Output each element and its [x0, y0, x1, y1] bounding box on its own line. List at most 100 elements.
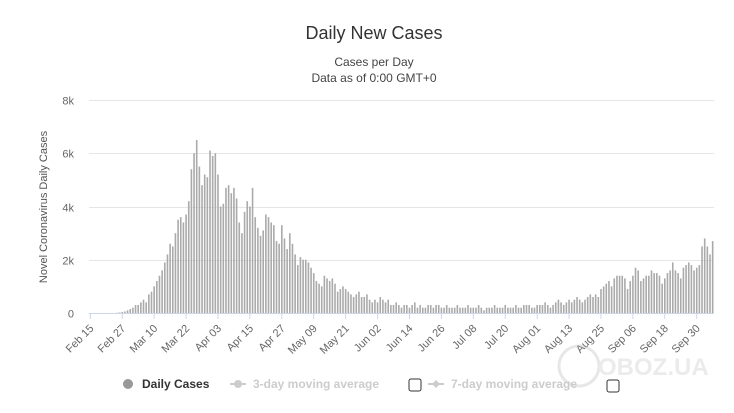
bar-daily-cases[interactable]: [254, 217, 257, 313]
bar-daily-cases[interactable]: [307, 262, 310, 313]
bar-daily-cases[interactable]: [326, 278, 328, 313]
bar-daily-cases[interactable]: [227, 185, 230, 313]
bar-daily-cases[interactable]: [395, 302, 397, 313]
bar-daily-cases[interactable]: [488, 307, 491, 313]
bar-daily-cases[interactable]: [153, 286, 155, 314]
bar-daily-cases[interactable]: [528, 305, 530, 313]
bar-daily-cases[interactable]: [594, 294, 597, 313]
bar-daily-cases[interactable]: [504, 305, 507, 313]
bar-daily-cases[interactable]: [225, 187, 227, 313]
bar-daily-cases[interactable]: [698, 265, 701, 313]
bar-daily-cases[interactable]: [286, 249, 288, 313]
bar-daily-cases[interactable]: [174, 233, 177, 314]
bar-daily-cases[interactable]: [281, 225, 283, 313]
bar-daily-cases[interactable]: [624, 278, 626, 313]
bar-daily-cases[interactable]: [283, 238, 286, 313]
bar-daily-cases[interactable]: [632, 275, 634, 313]
bar-daily-cases[interactable]: [669, 270, 671, 313]
bar-daily-cases[interactable]: [350, 294, 352, 313]
bar-daily-cases[interactable]: [520, 307, 522, 313]
bar-daily-cases[interactable]: [664, 278, 666, 313]
bar-daily-cases[interactable]: [302, 259, 304, 313]
bar-daily-cases[interactable]: [273, 225, 275, 313]
bar-daily-cases[interactable]: [251, 187, 254, 313]
bar-daily-cases[interactable]: [552, 305, 554, 313]
bar-daily-cases[interactable]: [467, 305, 469, 313]
bar-daily-cases[interactable]: [589, 294, 592, 313]
bar-daily-cases[interactable]: [219, 206, 222, 314]
bar-daily-cases[interactable]: [148, 294, 150, 313]
checkbox-3-day-average[interactable]: [408, 378, 422, 392]
bar-daily-cases[interactable]: [515, 305, 517, 313]
bar-daily-cases[interactable]: [621, 275, 624, 313]
bar-daily-cases[interactable]: [390, 305, 392, 313]
bar-daily-cases[interactable]: [355, 294, 358, 313]
bar-daily-cases[interactable]: [648, 275, 650, 313]
bar-daily-cases[interactable]: [161, 270, 163, 313]
bar-daily-cases[interactable]: [185, 214, 187, 313]
bar-daily-cases[interactable]: [171, 246, 174, 313]
bar-daily-cases[interactable]: [584, 299, 586, 313]
bar-daily-cases[interactable]: [546, 305, 549, 313]
bar-daily-cases[interactable]: [618, 275, 621, 313]
bar-daily-cases[interactable]: [512, 307, 514, 313]
bar-daily-cases[interactable]: [475, 307, 477, 313]
bar-daily-cases[interactable]: [158, 275, 161, 313]
bar-daily-cases[interactable]: [427, 305, 429, 313]
bar-daily-cases[interactable]: [211, 155, 214, 313]
bar-daily-cases[interactable]: [424, 307, 427, 313]
bar-daily-cases[interactable]: [392, 305, 395, 313]
bar-daily-cases[interactable]: [682, 267, 685, 313]
bar-daily-cases[interactable]: [360, 297, 363, 313]
bar-daily-cases[interactable]: [501, 307, 504, 313]
bar-daily-cases[interactable]: [339, 289, 342, 313]
bar-daily-cases[interactable]: [318, 283, 320, 313]
bar-daily-cases[interactable]: [435, 305, 437, 313]
bar-daily-cases[interactable]: [701, 246, 703, 313]
bar-daily-cases[interactable]: [602, 286, 605, 314]
bar-daily-cases[interactable]: [703, 238, 706, 313]
legend-item-3-day-average[interactable]: 3-day moving average: [230, 377, 379, 391]
bar-daily-cases[interactable]: [323, 275, 326, 313]
bar-daily-cases[interactable]: [291, 243, 294, 313]
bar-daily-cases[interactable]: [679, 278, 682, 313]
bar-daily-cases[interactable]: [661, 283, 663, 313]
bar-daily-cases[interactable]: [706, 246, 709, 313]
bar-daily-cases[interactable]: [195, 139, 198, 313]
bar-daily-cases[interactable]: [344, 289, 347, 313]
bar-daily-cases[interactable]: [275, 241, 278, 313]
bar-daily-cases[interactable]: [507, 307, 509, 313]
bar-daily-cases[interactable]: [671, 262, 674, 313]
bar-daily-cases[interactable]: [429, 305, 432, 313]
bar-daily-cases[interactable]: [517, 307, 520, 313]
bar-daily-cases[interactable]: [544, 302, 546, 313]
bar-daily-cases[interactable]: [408, 307, 411, 313]
bar-daily-cases[interactable]: [656, 273, 658, 313]
bar-daily-cases[interactable]: [693, 270, 695, 313]
bar-daily-cases[interactable]: [190, 169, 193, 313]
bar-daily-cases[interactable]: [118, 312, 121, 313]
bar-daily-cases[interactable]: [565, 302, 568, 313]
bar-daily-cases[interactable]: [568, 299, 570, 313]
bar-daily-cases[interactable]: [453, 307, 456, 313]
bar-daily-cases[interactable]: [132, 307, 134, 313]
bar-daily-cases[interactable]: [257, 227, 259, 313]
bar-daily-cases[interactable]: [243, 211, 246, 313]
bar-daily-cases[interactable]: [554, 302, 557, 313]
bar-daily-cases[interactable]: [509, 307, 512, 313]
bar-daily-cases[interactable]: [485, 307, 488, 313]
bar-daily-cases[interactable]: [379, 297, 382, 313]
bar-daily-cases[interactable]: [387, 299, 389, 313]
bar-daily-cases[interactable]: [134, 305, 137, 313]
bar-daily-cases[interactable]: [573, 299, 576, 313]
bar-daily-cases[interactable]: [235, 198, 238, 313]
bar-daily-cases[interactable]: [562, 305, 565, 313]
bar-daily-cases[interactable]: [156, 281, 158, 313]
bar-daily-cases[interactable]: [677, 273, 679, 313]
bar-daily-cases[interactable]: [294, 254, 296, 313]
bar-daily-cases[interactable]: [597, 297, 600, 313]
bar-daily-cases[interactable]: [640, 281, 642, 313]
bar-daily-cases[interactable]: [613, 278, 616, 313]
bar-daily-cases[interactable]: [363, 297, 366, 313]
bar-daily-cases[interactable]: [179, 217, 182, 313]
